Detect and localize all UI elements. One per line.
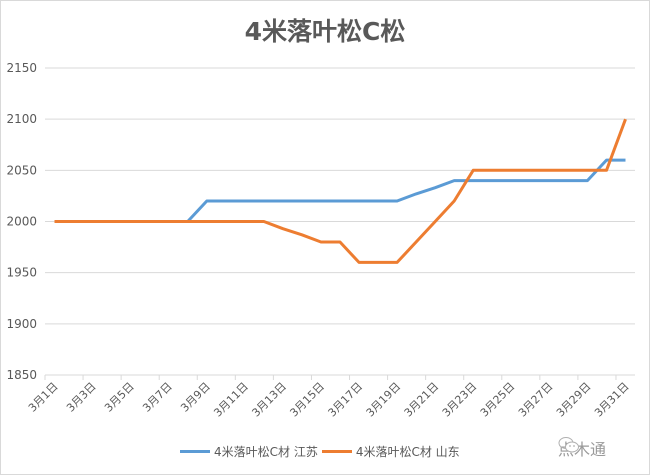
legend: 4米落叶松C材 江苏 4米落叶松C材 山东 [180, 443, 464, 460]
x-tick-label: 3月27日 [516, 380, 556, 420]
x-tick-label: 3月3日 [64, 380, 99, 415]
y-tick-label: 1950 [6, 266, 37, 280]
series-line-1 [54, 118, 627, 264]
chart-title: 4米落叶松C松 [244, 17, 406, 46]
y-tick-label: 1850 [6, 368, 37, 382]
x-tick-label: 3月11日 [211, 380, 251, 420]
y-tick-label: 2050 [6, 163, 37, 177]
wechat-icon [558, 437, 579, 453]
x-tick-label: 3月15日 [287, 380, 327, 420]
y-tick-label: 2100 [6, 112, 37, 126]
legend-item-shandong[interactable]: 4米落叶松C材 山东 [321, 443, 460, 460]
legend-swatch-shandong [321, 450, 352, 453]
y-tick-label: 2150 [6, 61, 37, 75]
legend-label-jiangsu: 4米落叶松C材 江苏 [214, 445, 318, 459]
x-tick-label: 3月19日 [364, 380, 404, 420]
gridlines [45, 67, 635, 376]
x-tick-label: 3月7日 [140, 380, 175, 415]
watermark: 点木通 [558, 436, 606, 460]
x-tick-label: 3月1日 [26, 380, 61, 415]
x-tick-label: 3月5日 [102, 380, 137, 415]
legend-label-shandong: 4米落叶松C材 山东 [355, 445, 460, 459]
x-tick-label: 3月23日 [440, 380, 480, 420]
y-tick-label: 2000 [6, 215, 37, 229]
x-tick-label: 3月29日 [554, 380, 594, 420]
x-axis: 3月1日 3月3日 3月5日 3月7日 3月9日3月11日3月13日3月15日3月17日… [26, 374, 635, 420]
y-axis: 1850 1900 1950 2000 2050 2100 2150 [6, 61, 37, 382]
x-tick-label: 3月25日 [478, 380, 518, 420]
x-tick-label: 3月17日 [326, 380, 366, 420]
legend-swatch-jiangsu [180, 450, 210, 453]
x-tick-label: 3月9日 [178, 380, 213, 415]
x-tick-label: 3月21日 [402, 380, 442, 420]
legend-item-jiangsu[interactable]: 4米落叶松C材 江苏 [180, 443, 318, 460]
x-tick-label: 3月13日 [249, 380, 289, 420]
y-tick-label: 1900 [6, 317, 37, 331]
x-tick-label: 3月31日 [592, 380, 632, 420]
plot-area [54, 118, 627, 264]
